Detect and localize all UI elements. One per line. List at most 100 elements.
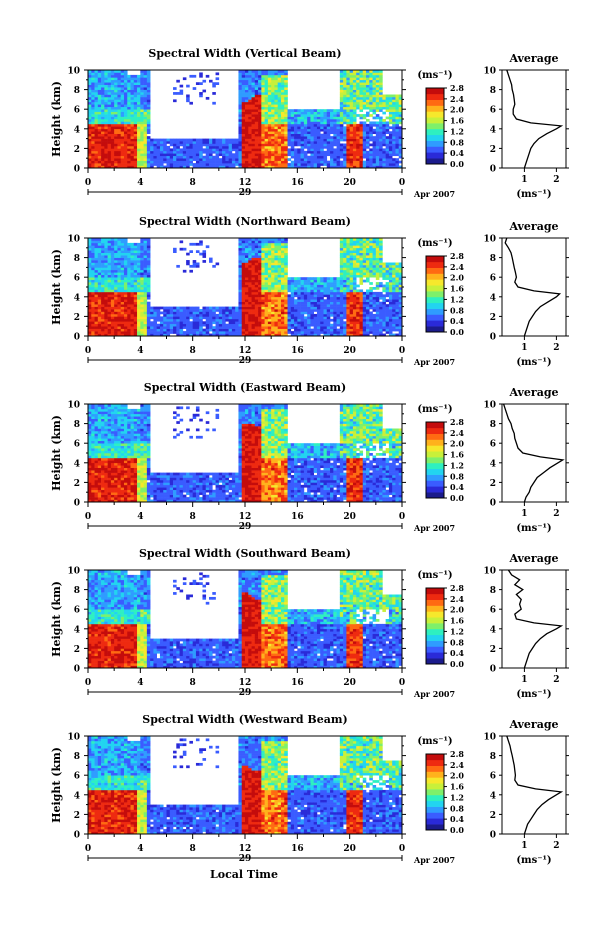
average-y-tick-label: 4 — [490, 293, 496, 303]
colorbar-frame — [425, 87, 445, 165]
colorbar-tick-label: 2.0 — [450, 771, 464, 781]
colorbar-bin — [426, 771, 444, 778]
panel-title: Spectral Width (Northward Beam) — [139, 215, 351, 228]
average-frame — [501, 569, 567, 669]
y-tick-label: 4 — [74, 625, 80, 635]
average-y-tick-label: 0 — [490, 499, 496, 509]
day-label: 29 — [239, 688, 252, 698]
colorbar-bin — [426, 617, 444, 624]
date-label: Apr 2007 — [413, 523, 455, 533]
y-tick-label: 2 — [74, 811, 80, 821]
colorbar-tick-label: 1.6 — [450, 616, 464, 626]
colorbar-tick-label: 1.2 — [450, 626, 464, 636]
colorbar-bin — [426, 296, 444, 304]
y-tick-label: 2 — [74, 145, 80, 155]
day-label: 29 — [239, 188, 252, 198]
average-y-tick-label: 8 — [490, 86, 496, 96]
colorbar-frame — [425, 421, 445, 499]
average-x-tick-label: 2 — [553, 343, 559, 353]
colorbar-bin — [426, 285, 444, 292]
colorbar-bin — [426, 308, 444, 315]
colorbar: 0.00.40.81.21.62.02.42.8 — [425, 417, 464, 503]
day-label: 29 — [239, 522, 252, 532]
colorbar-unit-label: (ms⁻¹) — [417, 70, 452, 81]
average-y-tick-label: 8 — [490, 752, 496, 762]
colorbar-tick-label: 1.6 — [450, 116, 464, 126]
average-x-label: (ms⁻¹) — [516, 523, 551, 534]
date-label: Apr 2007 — [413, 855, 455, 865]
colorbar-bin — [426, 88, 444, 95]
x-tick-label: 0 — [399, 346, 405, 356]
colorbar-bin — [426, 146, 444, 153]
colorbar-bin — [426, 646, 444, 653]
average-y-tick-label: 0 — [490, 165, 496, 175]
colorbar-tick-label: 0.8 — [450, 471, 464, 481]
x-tick-label: 4 — [137, 512, 143, 522]
y-tick-label: 8 — [74, 254, 80, 264]
colorbar-frame — [425, 255, 445, 333]
colorbar-tick-label: 0.0 — [450, 825, 464, 835]
colorbar-bin — [426, 111, 444, 118]
y-axis-label: Height (km) — [50, 249, 63, 325]
x-tick-label: 0 — [85, 844, 91, 854]
colorbar-bin — [426, 486, 444, 493]
x-tick-label: 12 — [239, 678, 252, 688]
y-tick-label: 6 — [74, 606, 80, 616]
y-tick-label: 6 — [74, 772, 80, 782]
colorbar-bin — [426, 261, 444, 268]
colorbar-tick-label: 0.8 — [450, 137, 464, 147]
y-tick-label: 0 — [74, 333, 80, 343]
average-title: Average — [508, 220, 558, 233]
colorbar-bin — [426, 279, 444, 286]
x-tick-label: 0 — [85, 346, 91, 356]
y-tick-label: 8 — [74, 420, 80, 430]
average-y-tick-label: 0 — [490, 333, 496, 343]
average-title: Average — [508, 552, 558, 565]
average-y-tick-label: 2 — [490, 479, 496, 489]
average-frame — [501, 69, 567, 169]
colorbar-tick-label: 1.2 — [450, 460, 464, 470]
colorbar-tick-label: 2.0 — [450, 605, 464, 615]
colorbar-bin — [426, 634, 444, 641]
colorbar-bin — [426, 93, 444, 100]
average-x-label: (ms⁻¹) — [516, 855, 551, 866]
average-x-tick-label: 1 — [521, 841, 527, 851]
x-tick-label: 0 — [399, 678, 405, 688]
colorbar-bin — [426, 474, 444, 481]
x-tick-label: 4 — [137, 178, 143, 188]
colorbar-unit-label: (ms⁻¹) — [417, 570, 452, 581]
x-tick-label: 0 — [85, 178, 91, 188]
average-profile-line — [506, 69, 564, 169]
colorbar-frame — [425, 587, 445, 665]
x-tick-label: 8 — [190, 844, 196, 854]
colorbar-bin — [426, 99, 444, 106]
colorbar-bin — [426, 256, 444, 263]
x-tick-label: 20 — [343, 346, 356, 356]
average-y-tick-label: 6 — [490, 606, 496, 616]
colorbar: 0.00.40.81.21.62.02.42.8 — [425, 251, 464, 337]
y-tick-label: 0 — [74, 665, 80, 675]
x-tick-label: 8 — [190, 512, 196, 522]
colorbar-bin — [426, 445, 444, 452]
average-x-tick-label: 2 — [553, 841, 559, 851]
colorbar-bin — [426, 652, 444, 659]
x-tick-label: 4 — [137, 844, 143, 854]
colorbar-bin — [426, 818, 444, 825]
colorbar-tick-label: 1.2 — [450, 126, 464, 136]
y-tick-label: 10 — [67, 567, 80, 577]
y-tick-label: 6 — [74, 440, 80, 450]
colorbar-tick-label: 2.0 — [450, 105, 464, 115]
y-tick-label: 4 — [74, 791, 80, 801]
y-tick-label: 2 — [74, 313, 80, 323]
colorbar-tick-label: 0.8 — [450, 305, 464, 315]
colorbar-unit-label: (ms⁻¹) — [417, 238, 452, 249]
colorbar-tick-label: 0.0 — [450, 493, 464, 503]
day-label: 29 — [239, 356, 252, 366]
average-y-tick-label: 6 — [490, 274, 496, 284]
average-y-tick-label: 6 — [490, 772, 496, 782]
colorbar-bin — [426, 759, 444, 766]
colorbar-bin — [426, 302, 444, 309]
